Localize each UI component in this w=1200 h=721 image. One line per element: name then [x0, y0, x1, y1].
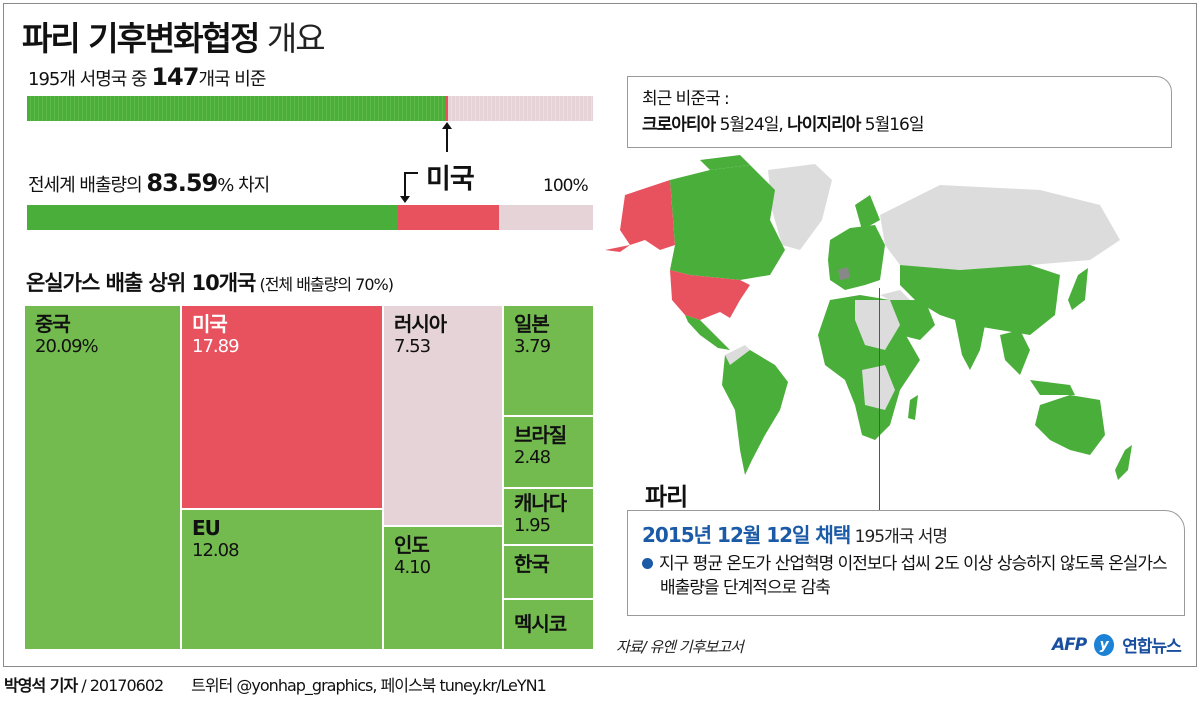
us-segment: [445, 96, 448, 121]
title-light: 개요: [266, 19, 326, 58]
recent-date-2: 5월16일: [860, 115, 925, 135]
world-ratification-map: [605, 155, 1132, 480]
treemap-cell-usa: 미국 17.89: [181, 305, 383, 509]
signatory-count: 195개국 서명: [850, 527, 948, 547]
agency-logos: AFP y 연합뉴스: [1052, 632, 1182, 657]
cell-value: 17.89: [192, 336, 240, 357]
recent-date-1: 5월24일,: [715, 115, 788, 135]
paris-goal-text: 지구 평균 온도가 산업혁명 이전보다 섭씨 2도 이상 상승하지 않도록 온실…: [659, 554, 1168, 598]
recent-countries: 크로아티아 5월24일, 나이지리아 5월16일: [642, 112, 1157, 138]
ratification-count: 147: [151, 63, 199, 91]
ratification-suffix: 개국 비준: [198, 69, 266, 90]
treemap-cell-brazil: 브라질 2.48: [503, 416, 594, 488]
treemap-cell-eu: EU 12.08: [181, 509, 383, 650]
recent-country-2: 나이지리아: [787, 115, 861, 135]
treemap-cell-japan: 일본 3.79: [503, 305, 594, 416]
treemap-cell-india: 인도 4.10: [383, 526, 503, 650]
paris-goal-bullet: 지구 평균 온도가 산업혁명 이전보다 섭씨 2도 이상 상승하지 않도록 온실…: [642, 552, 1170, 600]
cell-value: 20.09%: [35, 336, 99, 357]
cell-name: 멕시코: [514, 612, 567, 636]
title-bold: 파리 기후변화협정: [22, 19, 260, 58]
cell-value: 3.79: [514, 336, 551, 357]
yonhap-logo-icon: y: [1094, 633, 1115, 656]
cell-value: 12.08: [192, 540, 240, 561]
social-links: 트위터 @yonhap_graphics, 페이스북 tuney.kr/LeYN…: [191, 676, 547, 695]
emissions-bar: [27, 205, 593, 230]
cell-value: 7.53: [394, 336, 431, 357]
paris-agreement-box: 2015년 12월 12일 채택 195개국 서명 지구 평균 온도가 산업혁명…: [627, 510, 1185, 616]
cell-name: 한국: [514, 552, 550, 576]
cell-value: 2.48: [514, 447, 551, 468]
treemap-cell-mexico: 멕시코: [503, 599, 594, 650]
treemap-title-bold: 온실가스 배출 상위 10개국: [26, 271, 256, 295]
bullet-dot-icon: [642, 558, 653, 569]
adoption-date: 2015년 12월 12일 채택: [642, 523, 851, 547]
cell-name: 인도: [394, 533, 430, 557]
cell-value: 4.10: [394, 557, 431, 578]
cell-name: 브라질: [514, 423, 567, 447]
ratification-caption: 195개 서명국 중 147개국 비준: [28, 63, 266, 91]
afp-logo: AFP: [1052, 634, 1087, 655]
cell-name: 중국: [35, 312, 71, 336]
us-arrow-down-icon: [400, 172, 418, 203]
recent-country-1: 크로아티아: [642, 115, 716, 135]
hundred-percent-label: 100%: [543, 176, 589, 196]
other-emissions-segment: [499, 205, 593, 230]
treemap-title-light: (전체 배출량의 70%): [255, 275, 394, 294]
treemap-cell-canada: 캐나다 1.95: [503, 488, 594, 545]
publish-date: / 20170602: [77, 676, 164, 695]
cell-name: EU: [192, 516, 221, 540]
treemap-title: 온실가스 배출 상위 10개국 (전체 배출량의 70%): [26, 267, 394, 297]
ratification-bar: [27, 96, 593, 121]
yonhap-logo-text: 연합뉴스: [1122, 637, 1182, 657]
emissions-value: 83.59: [146, 169, 218, 197]
recent-label: 최근 비준국 :: [642, 89, 730, 109]
cell-name: 미국: [192, 312, 228, 336]
recent-ratifications-box: 최근 비준국 : 크로아티아 5월24일, 나이지리아 5월16일: [627, 76, 1172, 148]
treemap-cell-korea: 한국: [503, 545, 594, 599]
paris-heading: 2015년 12월 12일 채택 195개국 서명: [642, 519, 1170, 548]
treemap-cell-china: 중국 20.09%: [24, 305, 181, 650]
ratified-emissions-segment: [27, 205, 398, 230]
paris-label: 파리: [645, 483, 688, 511]
footer-credit: 박영석 기자 / 20170602 트위터 @yonhap_graphics, 페…: [4, 672, 547, 696]
paris-connector-line: [879, 288, 880, 510]
ratified-segment: [27, 96, 445, 121]
emissions-suffix: % 차지: [217, 175, 270, 196]
ratification-prefix: 195개 서명국 중: [28, 69, 152, 90]
treemap-cell-russia: 러시아 7.53: [383, 305, 503, 526]
us-emissions-segment: [398, 205, 499, 230]
cell-name: 캐나다: [514, 491, 567, 515]
cell-value: 1.95: [514, 515, 551, 536]
not-ratified-segment: [448, 96, 593, 121]
cell-name: 러시아: [394, 312, 447, 336]
emissions-treemap: 중국 20.09% 미국 17.89 EU 12.08 러시아 7.53 인도 …: [24, 305, 594, 650]
emissions-caption: 전세계 배출량의 83.59% 차지: [28, 169, 270, 197]
author-name: 박영석 기자: [4, 676, 78, 695]
source-credit: 자료/ 유엔 기후보고서: [616, 638, 744, 656]
cell-name: 일본: [514, 312, 550, 336]
us-arrow-up-icon: [442, 122, 452, 152]
page-title: 파리 기후변화협정 개요: [22, 12, 326, 60]
us-marker-label: 미국: [426, 164, 475, 195]
emissions-prefix: 전세계 배출량의: [28, 175, 147, 196]
